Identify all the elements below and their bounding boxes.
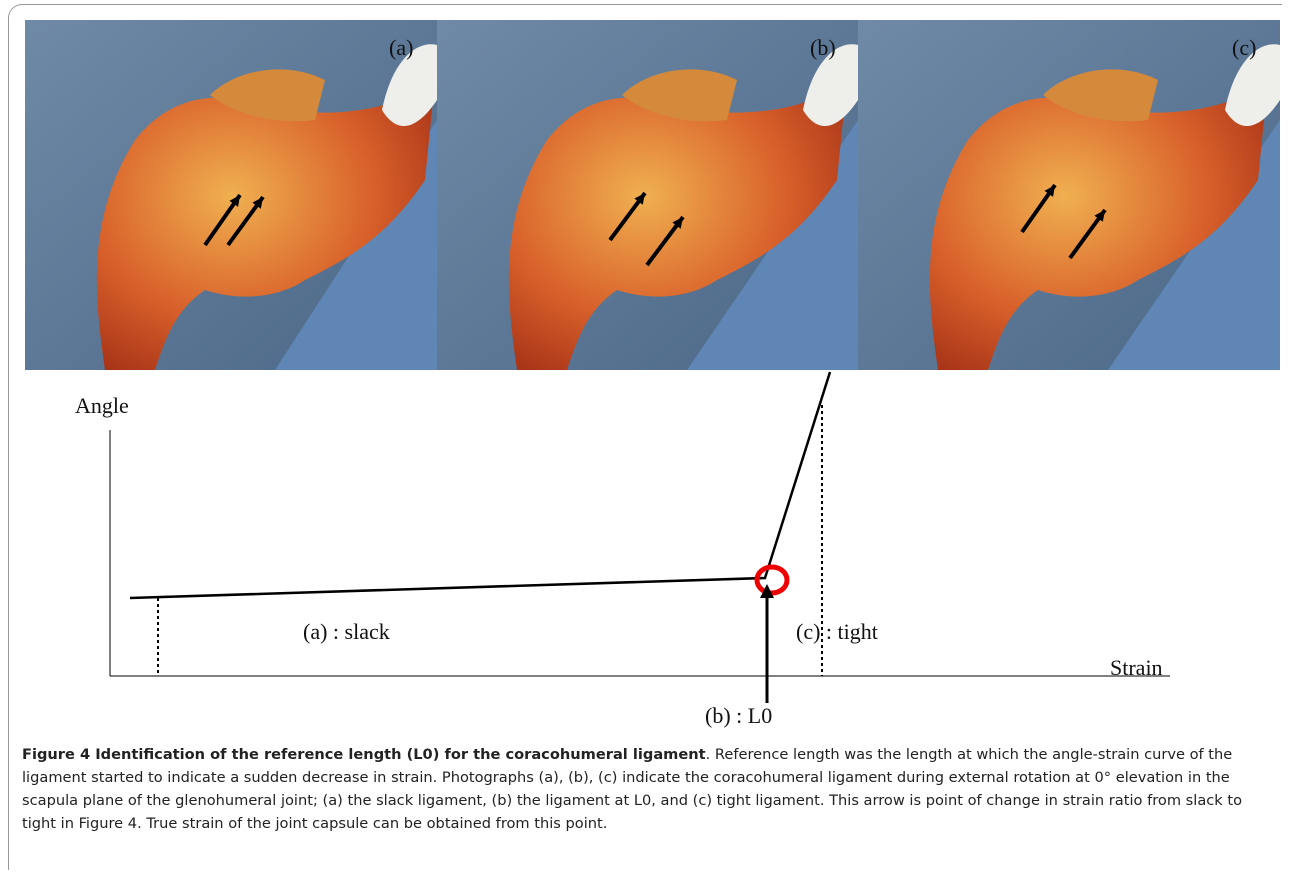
x-axis-label: Strain — [1110, 655, 1163, 680]
page: (a) (b) (c) Angle Strain (a) : slack (c) :… — [0, 0, 1290, 878]
annotation: (a) : slack — [303, 619, 390, 644]
panel-label: (b) — [810, 35, 836, 60]
annotation: (c) : tight — [796, 619, 878, 644]
highlight-circle — [757, 567, 787, 593]
diagram — [110, 372, 1170, 703]
panel-label: (c) — [1232, 35, 1256, 60]
photo: (c) — [858, 20, 1280, 370]
figure: (a) (b) (c) Angle Strain (a) : slack (c) :… — [0, 0, 1290, 740]
photos: (a) (b) (c) — [25, 20, 1280, 370]
annotation: (b) : L0 — [705, 703, 772, 728]
caption: Figure 4 Identification of the reference… — [22, 743, 1272, 835]
photo: (a) — [25, 20, 437, 370]
y-axis-label: Angle — [75, 393, 129, 418]
photo: (b) — [437, 20, 858, 370]
caption-title: Figure 4 Identification of the reference… — [22, 746, 706, 763]
panel-label: (a) — [389, 35, 413, 60]
curve — [130, 372, 830, 598]
